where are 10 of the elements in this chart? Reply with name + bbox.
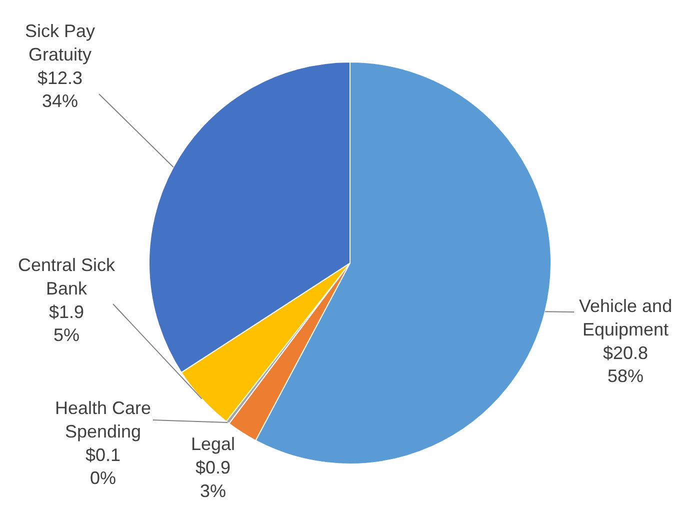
slice-label: Sick Pay Gratuity (25, 21, 96, 64)
slice-label: Legal (191, 434, 236, 454)
data-label: $12.3 34% (37, 68, 83, 112)
slice-label: Vehicle and Equipment (579, 296, 672, 340)
data-label: $0.9 3% (196, 457, 231, 501)
slice-label: Health Care Spending (55, 398, 152, 442)
data-label: $0.1 0% (86, 444, 121, 488)
slice-label: Central Sick Bank (18, 255, 116, 298)
data-label: $20.8 58% (603, 342, 648, 386)
data-label: $1.9 5% (48, 302, 84, 346)
